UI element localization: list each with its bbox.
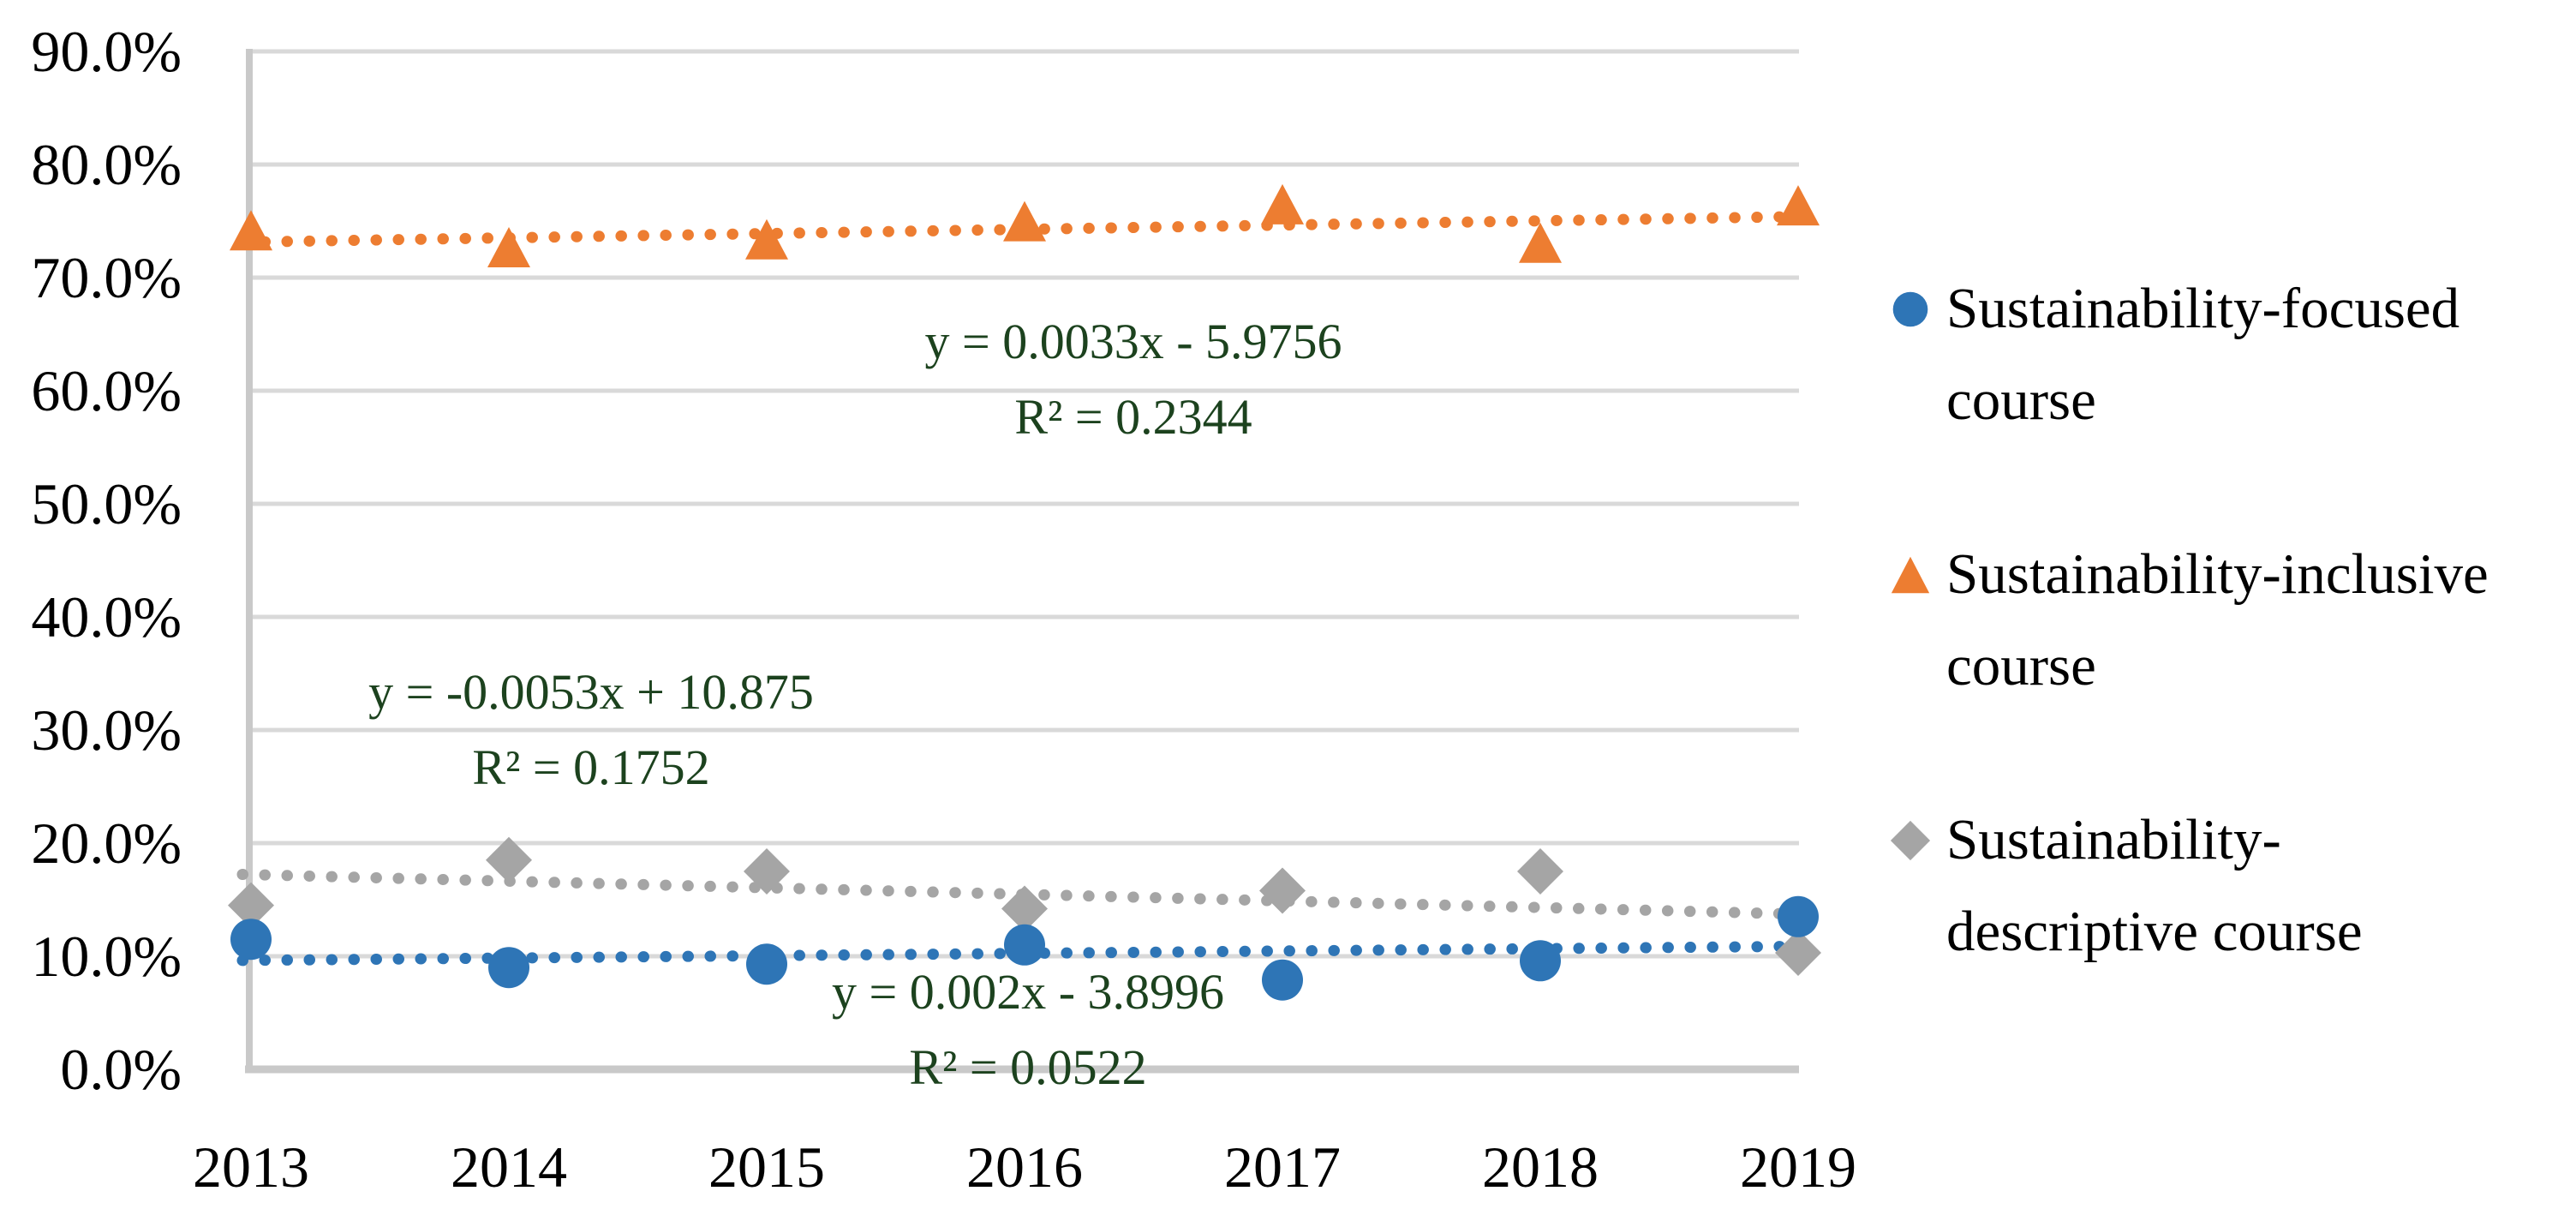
y-tick-label: 60.0%	[31, 358, 182, 423]
marker-descriptive-2016	[1001, 885, 1048, 932]
marker-descriptive-2018	[1517, 848, 1563, 895]
y-tick-label: 70.0%	[31, 245, 182, 310]
equation-line: y = 0.0033x - 5.9756	[924, 314, 1342, 369]
diamond-marker-icon	[1890, 820, 1931, 861]
marker-focused-2015	[746, 943, 787, 985]
r-squared-line: R² = 0.0522	[909, 1039, 1147, 1095]
legend-label-line: course	[1946, 368, 2096, 432]
legend-label-line: Sustainability-focused	[1946, 277, 2460, 340]
x-tick-label: 2013	[193, 1134, 309, 1200]
y-tick-label: 50.0%	[31, 471, 182, 536]
marker-focused-2014	[488, 947, 529, 989]
trendline-equation-inclusive: y = 0.0033x - 5.9756 R² = 0.2344	[924, 304, 1342, 455]
marker-descriptive-2015	[744, 848, 790, 895]
marker-descriptive-2017	[1259, 867, 1306, 914]
x-tick-label: 2018	[1482, 1134, 1599, 1200]
marker-focused-2019	[1778, 895, 1819, 937]
r-squared-line: R² = 0.2344	[1014, 389, 1252, 445]
marker-focused-2016	[1004, 924, 1045, 966]
legend-item-inclusive: Sustainability-inclusive course	[1890, 529, 2489, 712]
x-tick-label: 2017	[1224, 1134, 1341, 1200]
marker-inclusive-2018	[1519, 222, 1562, 263]
marker-focused-2013	[230, 919, 272, 961]
r-squared-line: R² = 0.1752	[472, 739, 710, 795]
y-tick-label: 0.0%	[60, 1037, 182, 1102]
marker-descriptive-2013	[228, 882, 274, 929]
y-tick-label: 30.0%	[31, 697, 182, 763]
legend-label-line: Sustainability-	[1946, 808, 2281, 871]
x-tick-label: 2015	[708, 1134, 825, 1200]
circle-marker-icon	[1892, 291, 1928, 327]
marker-focused-2018	[1520, 940, 1561, 982]
marker-descriptive-2019	[1775, 930, 1821, 977]
legend-item-focused: Sustainability-focused course	[1890, 263, 2459, 446]
trendline-equation-focused: y = 0.002x - 3.8996 R² = 0.0522	[832, 955, 1224, 1105]
legend-label-line: descriptive course	[1946, 900, 2363, 963]
marker-focused-2017	[1262, 959, 1303, 1001]
marker-descriptive-2014	[486, 836, 532, 883]
x-tick-label: 2016	[966, 1134, 1083, 1200]
triangle-marker-icon	[1891, 556, 1930, 594]
marker-inclusive-2014	[487, 227, 530, 267]
y-tick-label: 20.0%	[31, 811, 182, 876]
y-tick-label: 90.0%	[31, 19, 182, 84]
y-tick-label: 80.0%	[31, 132, 182, 197]
y-tick-label: 10.0%	[31, 924, 182, 989]
marker-inclusive-2019	[1777, 185, 1820, 226]
marker-inclusive-2015	[745, 218, 788, 260]
legend-item-descriptive: Sustainability- descriptive course	[1890, 794, 2363, 978]
equation-line: y = 0.002x - 3.8996	[831, 964, 1225, 1020]
legend-label-line: course	[1946, 634, 2096, 697]
y-tick-label: 40.0%	[31, 584, 182, 649]
marker-inclusive-2013	[230, 210, 272, 251]
marker-inclusive-2017	[1261, 183, 1304, 224]
x-tick-label: 2014	[451, 1134, 567, 1200]
equation-line: y = -0.0053x + 10.875	[368, 664, 814, 720]
marker-inclusive-2016	[1003, 201, 1046, 242]
legend-label-line: Sustainability-inclusive	[1946, 542, 2489, 606]
trendline-equation-descriptive: y = -0.0053x + 10.875 R² = 0.1752	[368, 655, 814, 805]
x-tick-label: 2019	[1740, 1134, 1856, 1200]
